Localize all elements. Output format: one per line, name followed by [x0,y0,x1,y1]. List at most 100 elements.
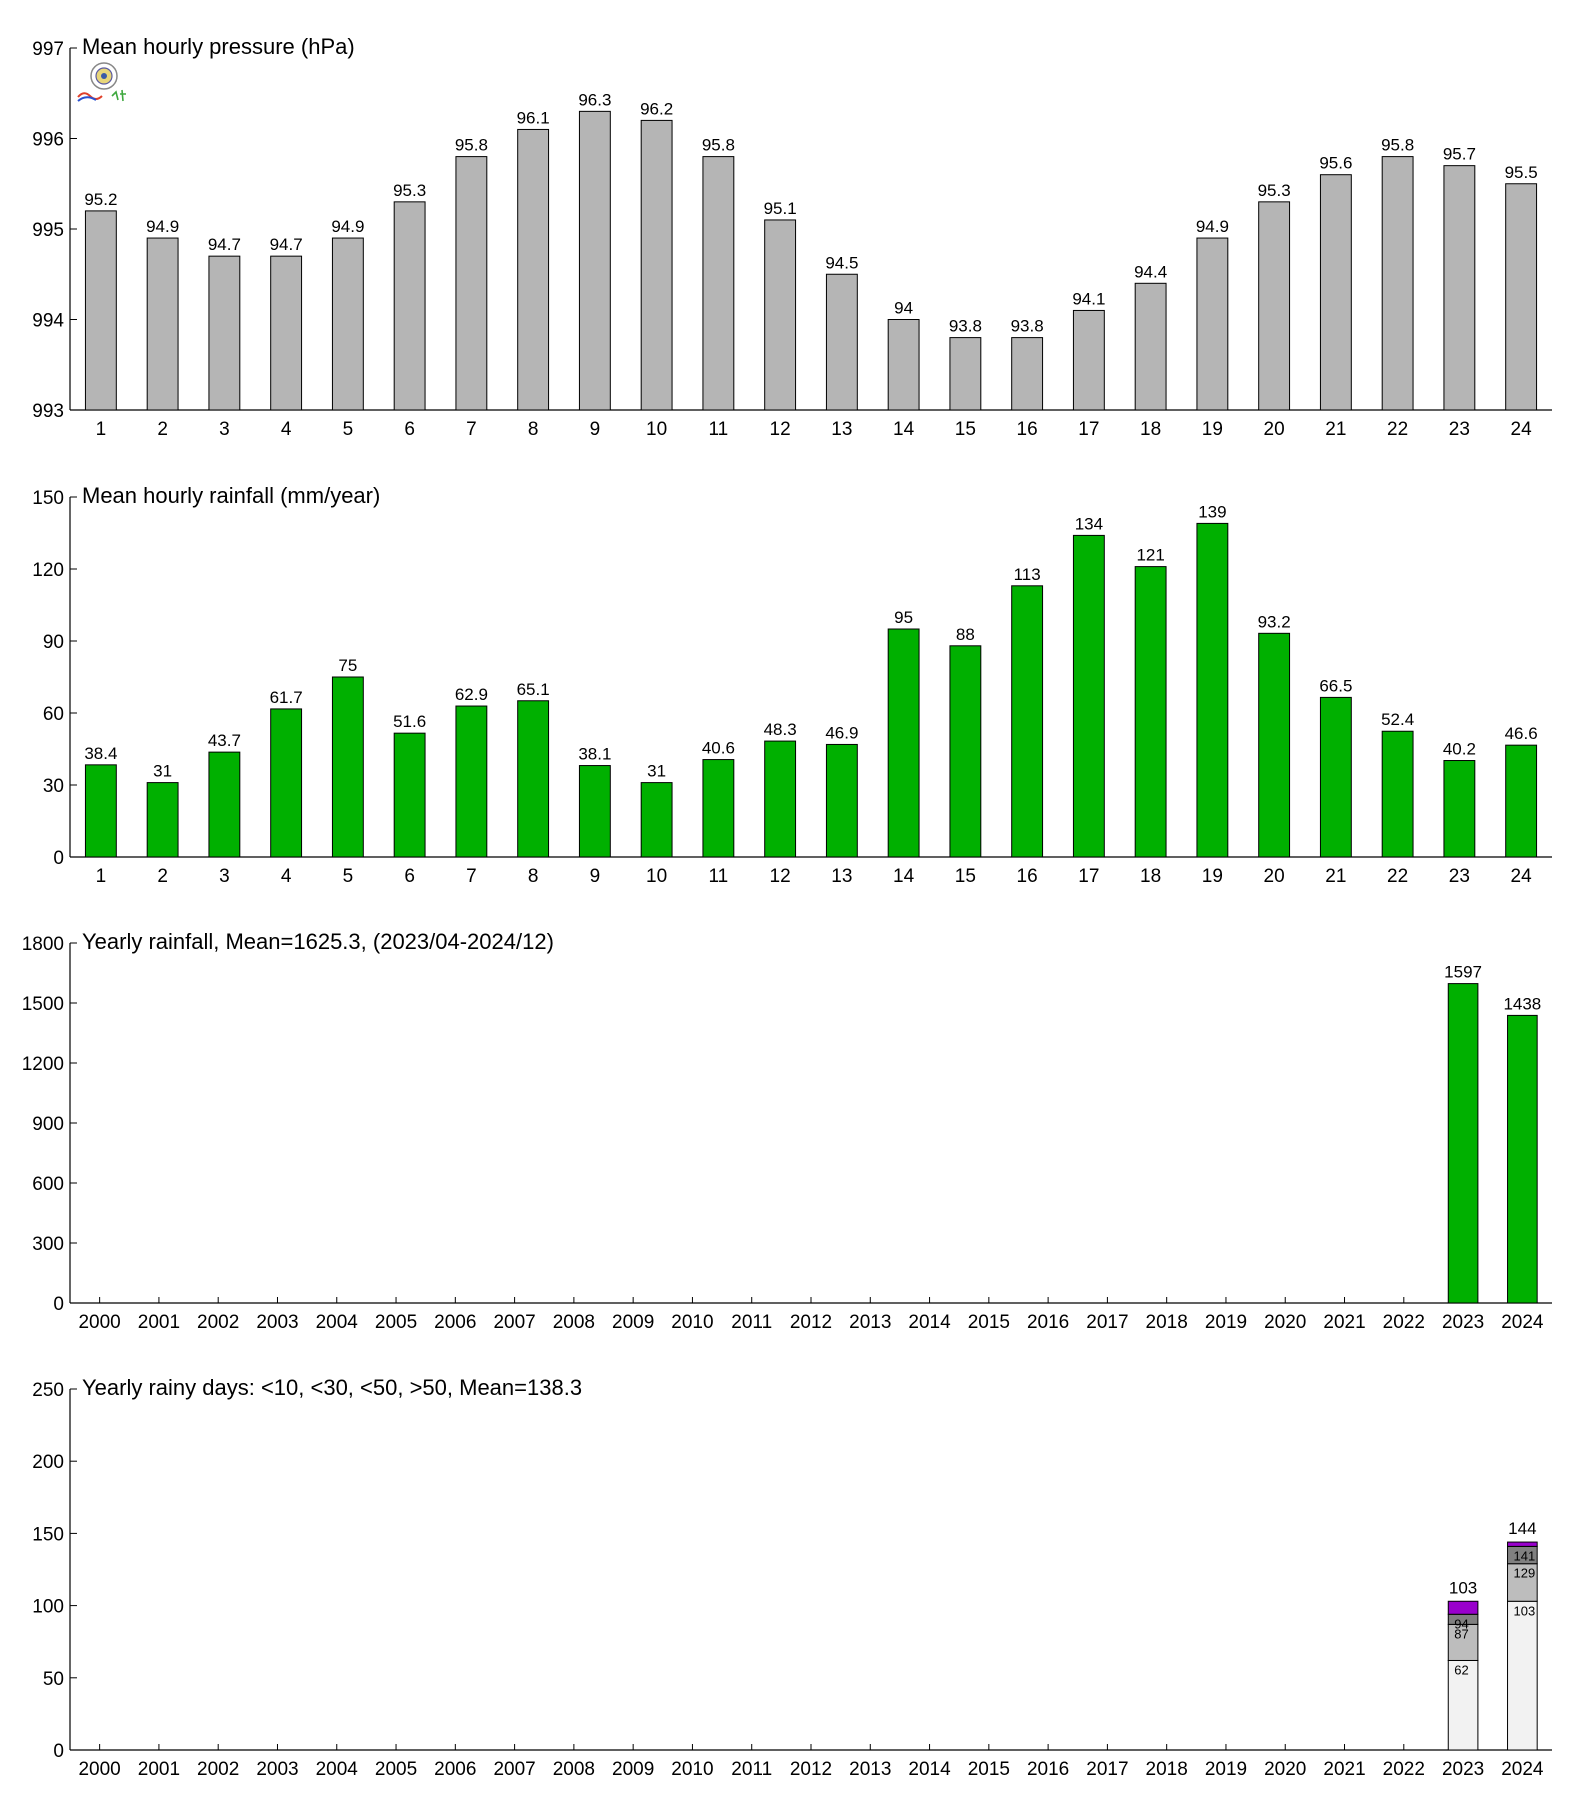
bar-2 [764,740,797,858]
bar-2 [208,751,241,858]
y-tick-label-4: 150 [32,1524,64,1545]
x-tick-label-2: 23 [1449,866,1470,887]
bar-1 [640,119,673,411]
x-tick-label-3: 2021 [1323,1312,1365,1333]
y-tick-label-3: 1800 [22,934,64,955]
x-tick-label-4: 2022 [1383,1759,1425,1780]
x-tick-label-3: 2013 [849,1312,891,1333]
bar-2 [578,765,611,858]
data-label-1: 94.4 [1134,262,1167,281]
x-tick-label-4: 2012 [790,1759,832,1780]
data-label-1: 95.5 [1505,163,1538,182]
x-tick-label-3: 2024 [1501,1312,1544,1333]
x-tick-label-4: 2010 [671,1759,713,1780]
data-label-1: 95.2 [84,190,117,209]
data-label-2: 121 [1136,546,1164,565]
x-tick-label-2: 14 [893,866,915,887]
bar-2 [887,628,920,858]
x-tick-label-1: 5 [343,419,354,440]
y-tick-label-4: 100 [32,1597,64,1618]
x-tick-label-2: 1 [96,866,107,887]
data-label-2: 31 [153,762,172,781]
x-tick-label-2: 3 [219,866,230,887]
bar-1 [949,337,982,411]
weather-lab-logo [76,60,136,104]
stack-label: 62 [1454,1662,1468,1677]
x-tick-label-2: 19 [1202,866,1223,887]
chart-title-2: Mean hourly rainfall (mm/year) [82,483,380,508]
data-label-3: 1597 [1444,963,1482,982]
x-tick-label-2: 6 [404,866,415,887]
x-tick-label-2: 20 [1264,866,1285,887]
x-tick-label-1: 1 [96,419,107,440]
data-label-1: 94.7 [270,235,303,254]
data-label-1: 94.9 [331,217,364,236]
bar-2 [393,732,426,858]
y-tick-label-1: 993 [32,401,64,422]
x-tick-label-1: 12 [770,419,791,440]
x-tick-label-4: 2015 [968,1759,1010,1780]
data-label-2: 134 [1075,514,1103,533]
bar-1 [1072,309,1105,411]
data-label-1: 94.5 [825,253,858,272]
bar-1 [517,128,550,411]
bar-2 [270,708,303,858]
bar-2 [825,743,858,858]
x-tick-label-3: 2004 [316,1312,359,1333]
data-label-1: 94.9 [1196,217,1229,236]
bar-1 [764,219,797,411]
stack-segment [1447,1623,1479,1661]
data-label-2: 40.6 [702,739,735,758]
chart-title-3: Yearly rainfall, Mean=1625.3, (2023/04-2… [82,929,554,954]
x-tick-label-2: 24 [1511,866,1533,887]
stack-total-label: 103 [1449,1578,1477,1597]
x-tick-label-3: 2019 [1205,1312,1247,1333]
x-tick-label-3: 2020 [1264,1312,1306,1333]
bar-2 [455,705,488,858]
bar-1 [1443,165,1476,411]
bar-2 [331,676,364,858]
bar-1 [146,237,179,411]
x-tick-label-3: 2010 [671,1312,713,1333]
x-tick-label-2: 16 [1017,866,1038,887]
chart-title-1: Mean hourly pressure (hPa) [82,34,355,59]
x-tick-label-1: 3 [219,419,230,440]
x-tick-label-3: 2008 [553,1312,595,1333]
bar-1 [208,255,241,411]
data-label-1: 95.3 [1258,181,1291,200]
x-tick-label-1: 14 [893,419,915,440]
y-tick-label-3: 300 [32,1234,64,1255]
bar-1 [1134,282,1167,411]
x-tick-label-3: 2012 [790,1312,832,1333]
x-tick-label-2: 10 [646,866,667,887]
x-tick-label-2: 2 [157,866,168,887]
x-tick-label-2: 5 [343,866,354,887]
data-label-1: 95.7 [1443,145,1476,164]
x-tick-label-1: 8 [528,419,539,440]
data-label-1: 94.1 [1072,289,1105,308]
x-tick-label-1: 15 [955,419,976,440]
y-tick-label-2: 30 [43,776,64,797]
x-tick-label-3: 2009 [612,1312,654,1333]
x-tick-label-4: 2019 [1205,1759,1247,1780]
y-tick-label-1: 995 [32,220,64,241]
stack-label: 94 [1454,1616,1468,1631]
x-tick-label-2: 13 [831,866,852,887]
bar-2 [1505,744,1538,858]
bar-2 [1011,585,1044,858]
stack-segment [1507,1541,1538,1547]
bar-1 [1381,156,1414,411]
x-tick-label-3: 2022 [1383,1312,1425,1333]
x-tick-label-2: 21 [1325,866,1346,887]
bar-2 [702,759,735,858]
bar-2 [1072,534,1105,858]
data-label-2: 75 [338,656,357,675]
data-label-2: 113 [1014,565,1041,584]
data-label-1: 93.8 [949,317,982,336]
y-tick-label-3: 1500 [22,994,64,1015]
x-tick-label-1: 7 [466,419,477,440]
y-tick-label-1: 997 [32,39,64,60]
x-tick-label-4: 2016 [1027,1759,1069,1780]
x-tick-label-3: 2011 [731,1312,772,1333]
